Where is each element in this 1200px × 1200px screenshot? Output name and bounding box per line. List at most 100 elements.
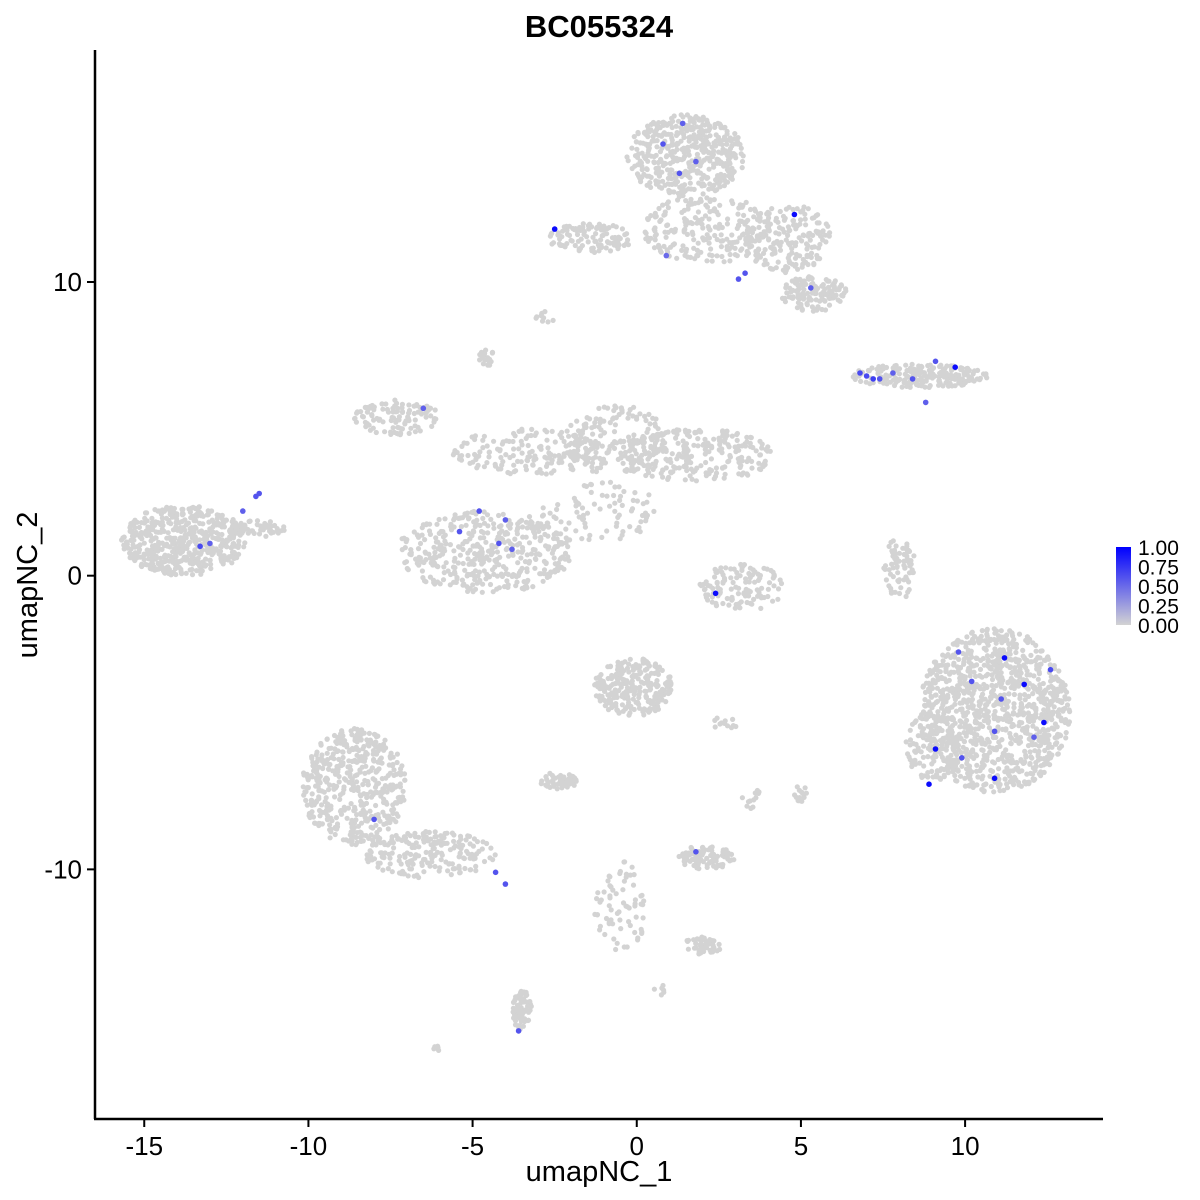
background-point <box>685 123 692 129</box>
background-point <box>732 605 738 611</box>
background-point <box>221 524 227 530</box>
background-point <box>241 544 247 550</box>
background-point <box>489 350 496 356</box>
background-point <box>903 362 909 368</box>
background-point <box>708 246 714 252</box>
background-point <box>550 240 557 246</box>
background-point <box>1017 667 1023 673</box>
background-point <box>547 455 553 461</box>
background-point <box>703 459 709 466</box>
background-point <box>759 445 765 451</box>
background-point <box>613 671 619 677</box>
background-point <box>360 414 366 420</box>
background-point <box>890 565 896 571</box>
background-point <box>236 538 242 544</box>
background-point <box>526 514 533 520</box>
background-point <box>423 414 429 420</box>
background-point <box>385 409 392 415</box>
background-point <box>653 131 659 137</box>
background-point <box>557 454 563 460</box>
background-point <box>641 706 647 712</box>
background-point <box>457 515 463 521</box>
background-point <box>990 759 996 765</box>
background-point <box>235 544 241 551</box>
background-point <box>952 640 958 646</box>
background-point <box>761 262 767 268</box>
background-point <box>554 786 560 792</box>
background-point <box>751 214 757 220</box>
background-point <box>484 443 490 449</box>
background-point <box>515 549 521 555</box>
background-point <box>519 428 525 434</box>
background-point <box>213 546 219 552</box>
background-point <box>524 569 530 575</box>
background-point <box>958 735 964 742</box>
background-point <box>910 371 917 377</box>
background-point <box>706 166 712 172</box>
background-point <box>995 724 1001 730</box>
background-point <box>749 458 755 464</box>
background-point <box>768 244 774 250</box>
background-point <box>337 796 343 803</box>
background-point <box>242 522 248 528</box>
background-point <box>499 441 505 447</box>
background-point <box>807 237 813 243</box>
background-point <box>596 693 603 699</box>
background-point <box>205 508 211 514</box>
background-point <box>939 727 945 734</box>
background-point <box>203 562 209 568</box>
background-point <box>451 558 457 564</box>
background-point <box>1032 748 1038 754</box>
background-point <box>637 668 643 674</box>
background-point <box>272 522 278 529</box>
background-point <box>661 212 667 218</box>
background-point <box>537 467 543 473</box>
background-point <box>480 581 486 587</box>
background-point <box>571 782 577 788</box>
background-point <box>976 702 982 709</box>
background-point <box>1055 751 1061 757</box>
background-point <box>1022 748 1028 755</box>
background-point <box>455 560 461 566</box>
background-point <box>373 429 379 436</box>
background-point <box>736 223 742 229</box>
background-point <box>1004 632 1010 638</box>
background-point <box>167 544 173 550</box>
background-point <box>227 529 233 535</box>
background-point <box>681 463 687 470</box>
background-point <box>679 247 685 253</box>
background-point <box>705 440 711 446</box>
background-point <box>638 679 645 685</box>
background-point <box>664 222 670 229</box>
background-point <box>534 314 540 320</box>
background-point <box>995 717 1001 723</box>
background-point <box>744 458 750 465</box>
background-point <box>590 234 596 240</box>
background-point <box>668 131 674 138</box>
background-point <box>583 421 589 427</box>
background-point <box>895 570 901 576</box>
background-point <box>516 446 522 452</box>
background-point <box>151 520 157 526</box>
background-point <box>706 226 712 232</box>
background-point <box>599 492 605 498</box>
background-point <box>155 544 161 550</box>
background-point <box>1025 639 1031 646</box>
background-point <box>1003 747 1009 753</box>
background-point <box>661 687 667 693</box>
background-point <box>1013 732 1019 738</box>
background-point <box>911 553 917 559</box>
background-point <box>809 276 815 282</box>
background-point <box>616 512 622 518</box>
background-point <box>735 591 742 597</box>
background-point <box>138 563 144 569</box>
background-point <box>208 565 214 572</box>
background-point <box>681 145 687 151</box>
background-point <box>541 558 548 565</box>
background-point <box>896 371 903 377</box>
background-point <box>643 166 650 172</box>
background-point <box>947 705 953 711</box>
background-point <box>1011 691 1018 698</box>
background-point <box>702 436 708 442</box>
background-point <box>640 660 646 666</box>
